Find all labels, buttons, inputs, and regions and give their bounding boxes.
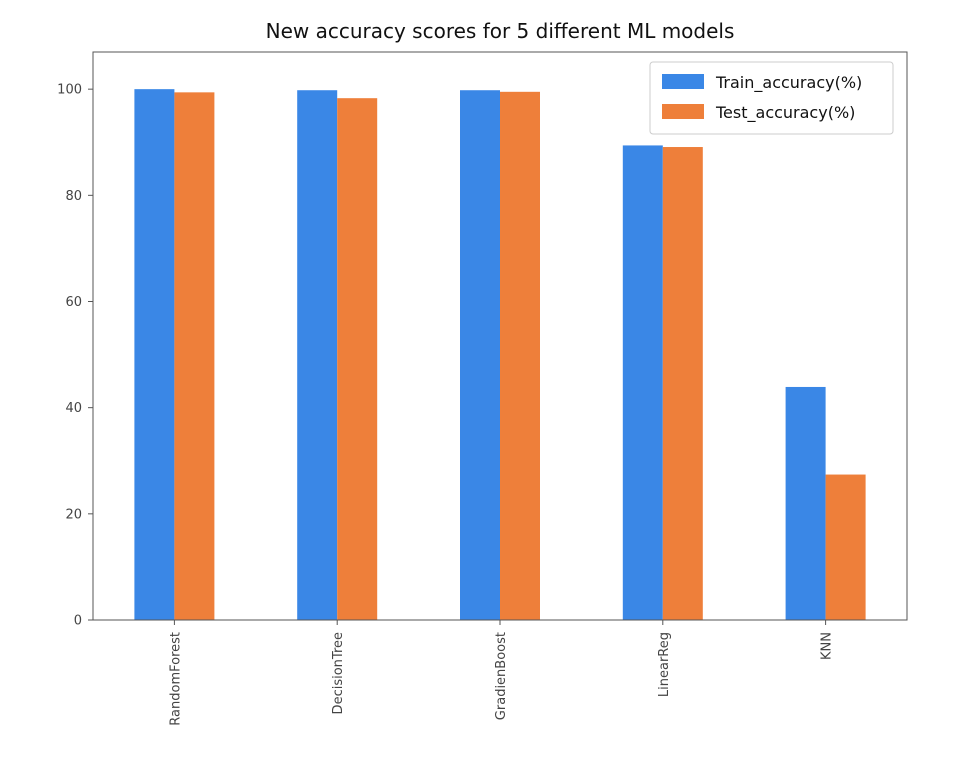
bar-decisiontree-train — [297, 90, 338, 620]
y-tick-label: 20 — [65, 507, 82, 522]
y-tick-label: 80 — [65, 189, 82, 204]
x-tick-label: DecisionTree — [331, 632, 346, 714]
x-tick-label: LinearReg — [657, 632, 672, 697]
legend-box — [649, 61, 894, 135]
x-tick-label: RandomForest — [168, 632, 183, 726]
bars-group — [134, 89, 866, 621]
bar-linearreg-train — [622, 145, 663, 620]
legend: Train_accuracy(%) Test_accuracy(%) — [649, 61, 894, 135]
chart-title: New accuracy scores for 5 different ML m… — [266, 19, 735, 43]
y-tick-label: 0 — [74, 614, 82, 629]
legend-swatch — [662, 74, 704, 89]
y-tick-label: 100 — [57, 83, 82, 98]
legend-swatch — [662, 104, 704, 119]
bar-randomforest-train — [134, 89, 175, 621]
legend-label: Test_accuracy(%) — [715, 103, 855, 123]
bar-gradienboost-test — [500, 91, 540, 620]
bar-randomforest-test — [174, 92, 215, 620]
y-tick-label: 40 — [65, 401, 82, 416]
bar-decisiontree-test — [337, 98, 378, 621]
axes-group: 0 20 40 60 80 100 RandomForest DecisionTree Grad… — [57, 51, 908, 726]
x-tick-label: KNN — [820, 632, 835, 660]
legend-label: Train_accuracy(%) — [715, 73, 862, 93]
x-tick-label: GradienBoost — [494, 632, 509, 720]
bar-knn-test — [825, 474, 866, 620]
bar-knn-train — [785, 386, 826, 620]
bar-gradienboost-train — [460, 90, 500, 620]
y-tick-label: 60 — [65, 295, 82, 310]
bar-linearreg-test — [662, 147, 703, 620]
